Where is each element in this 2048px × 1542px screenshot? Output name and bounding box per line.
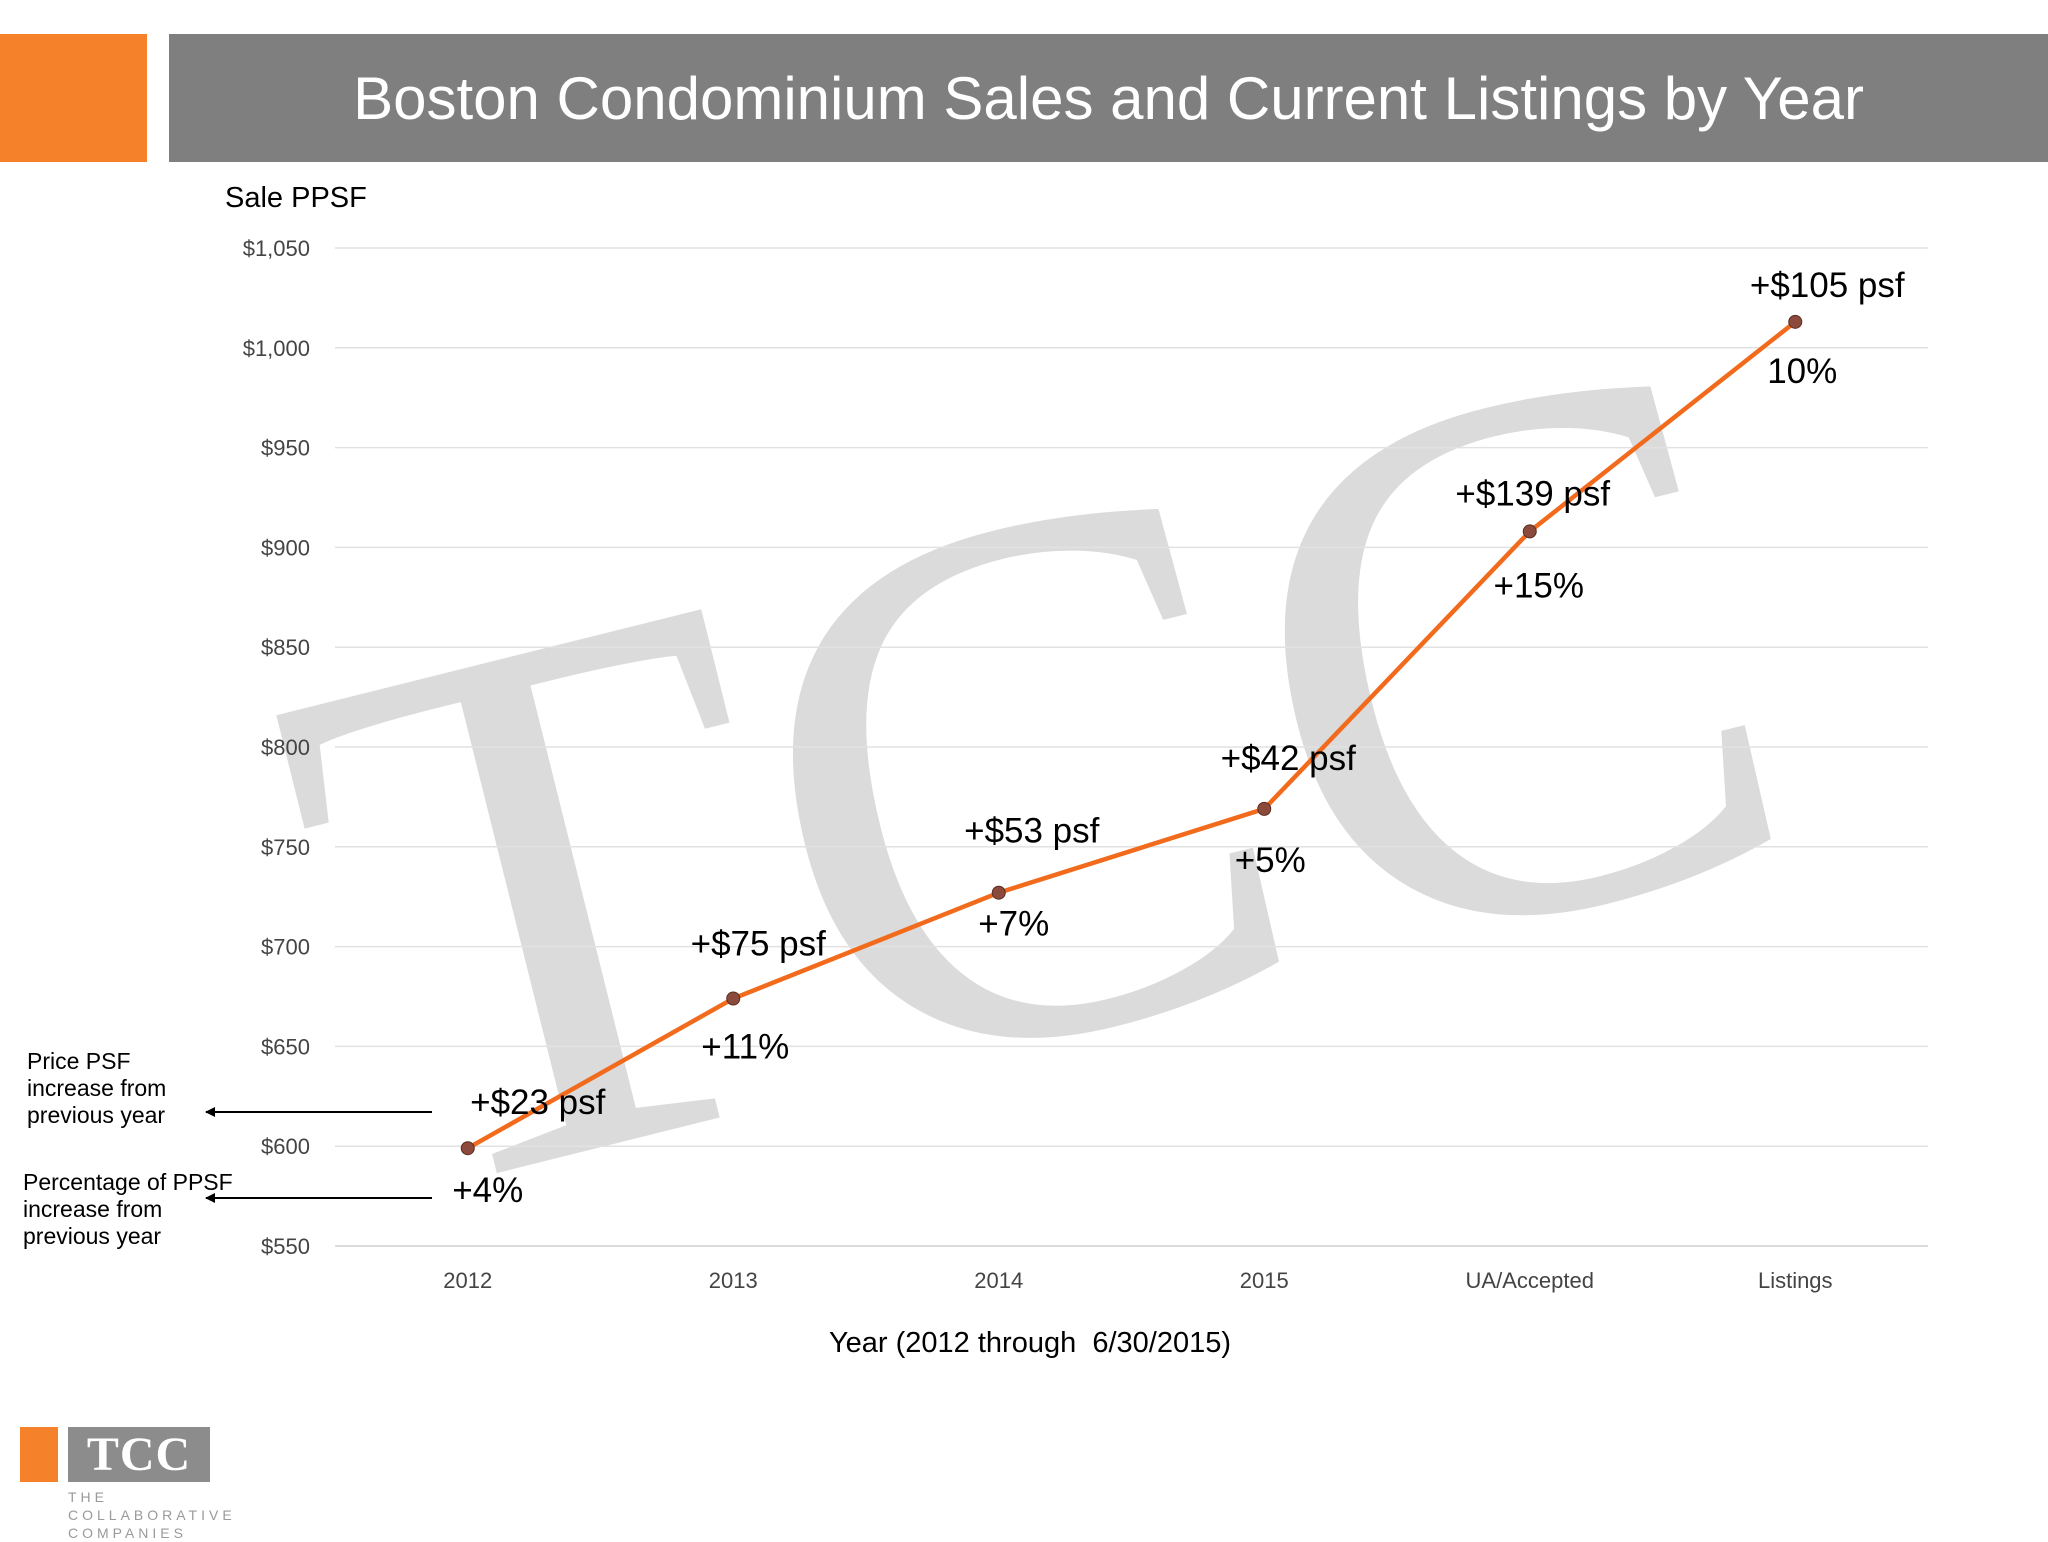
- gridlines: [335, 247, 1928, 1247]
- series-line: [466, 320, 1797, 1151]
- y-tick-label: $550: [261, 1234, 310, 1259]
- data-point: [1788, 314, 1803, 329]
- percent-label: +7%: [978, 905, 1049, 944]
- x-tick-label: 2014: [974, 1268, 1023, 1293]
- data-point: [1257, 801, 1272, 816]
- percent-note-line: Percentage of PPSF: [23, 1169, 233, 1195]
- logo-text-line: THE COLLABORATIVE: [68, 1489, 236, 1523]
- percent-label: +5%: [1235, 841, 1306, 880]
- x-tick-label: Listings: [1758, 1268, 1833, 1293]
- price-increase-label: +$23 psf: [470, 1083, 606, 1122]
- x-tick-label: 2012: [443, 1268, 492, 1293]
- price-increase-label: +$139 psf: [1455, 474, 1610, 513]
- percent-note-line: previous year: [23, 1223, 162, 1249]
- y-tick-label: $1,050: [243, 236, 310, 261]
- x-tick-label: 2013: [709, 1268, 758, 1293]
- logo-text: THE COLLABORATIVE COMPANIES: [68, 1488, 268, 1542]
- y-tick-label: $1,000: [243, 336, 310, 361]
- page-title: Boston Condominium Sales and Current Lis…: [353, 64, 1864, 132]
- data-labels: +$23 psf +4% +$75 psf +11% +$53 psf +7% +$42 p…: [452, 266, 1905, 1210]
- percent-label: +11%: [701, 1027, 789, 1066]
- percent-label: 10%: [1767, 352, 1837, 391]
- y-tick-label: $700: [261, 935, 310, 960]
- price-increase-label: +$75 psf: [691, 924, 827, 963]
- y-tick-label: $600: [261, 1134, 310, 1159]
- y-axis-ticks: $550 $600 $650 $700 $750 $800 $850 $900 $950 $1,0…: [243, 236, 310, 1259]
- price-increase-label: +$42 psf: [1221, 739, 1357, 778]
- y-tick-label: $950: [261, 436, 310, 461]
- x-tick-label: UA/Accepted: [1466, 1268, 1594, 1293]
- accent-block: [0, 34, 147, 162]
- percent-note: Percentage of PPSF increase from previou…: [23, 1169, 233, 1250]
- data-point: [460, 1141, 475, 1156]
- price-increase-label: +$105 psf: [1750, 266, 1905, 305]
- y-tick-label: $800: [261, 735, 310, 760]
- data-points: [460, 314, 1803, 1156]
- percent-label: +15%: [1494, 566, 1585, 605]
- data-point: [726, 991, 741, 1006]
- y-tick-label: $900: [261, 535, 310, 560]
- title-bar: Boston Condominium Sales and Current Lis…: [169, 34, 2048, 162]
- x-axis-title: Year (2012 through 6/30/2015): [829, 1327, 1231, 1359]
- data-point: [991, 885, 1006, 900]
- company-logo: TCC THE COLLABORATIVE COMPANIES: [20, 1414, 260, 1541]
- price-note-line: Price PSF: [27, 1048, 131, 1074]
- x-tick-label: 2015: [1240, 1268, 1289, 1293]
- price-increase-label: +$53 psf: [964, 812, 1100, 851]
- y-axis-title: Sale PPSF: [225, 182, 367, 214]
- price-note-line: previous year: [27, 1102, 166, 1128]
- y-tick-label: $850: [261, 635, 310, 660]
- y-tick-label: $650: [261, 1034, 310, 1059]
- logo-square: [20, 1427, 58, 1482]
- price-note: Price PSF increase from previous year: [27, 1048, 166, 1129]
- logo-mark: TCC: [68, 1427, 210, 1482]
- price-note-line: increase from: [27, 1075, 167, 1101]
- logo-text-line: COMPANIES: [68, 1525, 187, 1541]
- percent-note-line: increase from: [23, 1196, 163, 1222]
- y-tick-label: $750: [261, 835, 310, 860]
- percent-label: +4%: [452, 1171, 523, 1210]
- x-axis-ticks: 2012 2013 2014 2015 UA/Accepted Listings: [443, 1268, 1832, 1293]
- data-point: [1522, 524, 1537, 539]
